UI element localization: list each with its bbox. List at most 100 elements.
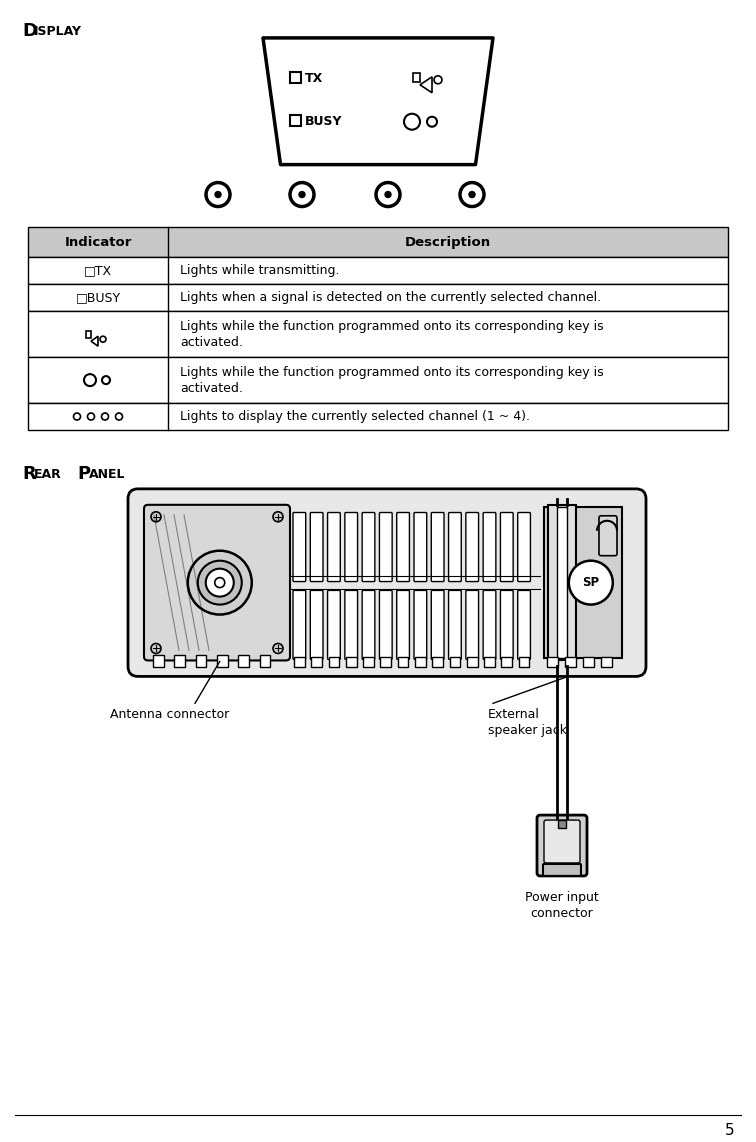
Bar bbox=[86, 331, 91, 338]
FancyBboxPatch shape bbox=[599, 516, 617, 556]
Text: TX: TX bbox=[305, 72, 324, 85]
Bar bbox=[544, 507, 622, 659]
Text: External: External bbox=[488, 708, 540, 722]
Bar bbox=[450, 658, 460, 667]
Bar bbox=[583, 658, 593, 667]
FancyBboxPatch shape bbox=[380, 513, 392, 581]
Circle shape bbox=[116, 413, 122, 420]
Bar bbox=[294, 658, 305, 667]
Circle shape bbox=[88, 413, 94, 420]
Bar bbox=[28, 403, 728, 431]
Bar bbox=[467, 658, 478, 667]
Text: Description: Description bbox=[405, 236, 491, 249]
Text: connector: connector bbox=[531, 907, 593, 919]
FancyBboxPatch shape bbox=[544, 820, 580, 863]
Polygon shape bbox=[91, 336, 98, 346]
FancyBboxPatch shape bbox=[518, 513, 531, 581]
FancyBboxPatch shape bbox=[414, 590, 426, 659]
Circle shape bbox=[101, 413, 109, 420]
Bar bbox=[363, 658, 374, 667]
Bar bbox=[547, 658, 558, 667]
Text: Power input: Power input bbox=[525, 891, 599, 904]
Text: Lights while the function programmed onto its corresponding key is
activated.: Lights while the function programmed ont… bbox=[180, 320, 603, 348]
Bar bbox=[484, 658, 495, 667]
Bar bbox=[519, 658, 529, 667]
Circle shape bbox=[299, 192, 305, 198]
Circle shape bbox=[376, 183, 400, 207]
Bar bbox=[175, 656, 185, 667]
FancyBboxPatch shape bbox=[466, 590, 479, 659]
FancyBboxPatch shape bbox=[518, 590, 531, 659]
Text: EAR: EAR bbox=[34, 468, 62, 481]
FancyBboxPatch shape bbox=[362, 590, 375, 659]
Text: P: P bbox=[77, 465, 90, 483]
FancyBboxPatch shape bbox=[397, 513, 410, 581]
Circle shape bbox=[73, 413, 80, 420]
Circle shape bbox=[206, 569, 234, 596]
Text: ISPLAY: ISPLAY bbox=[34, 25, 82, 38]
FancyBboxPatch shape bbox=[500, 590, 513, 659]
Polygon shape bbox=[420, 77, 432, 93]
FancyBboxPatch shape bbox=[543, 864, 581, 876]
FancyBboxPatch shape bbox=[448, 513, 461, 581]
Text: Indicator: Indicator bbox=[64, 236, 132, 249]
Text: D: D bbox=[22, 22, 37, 40]
Circle shape bbox=[198, 561, 242, 604]
FancyBboxPatch shape bbox=[327, 590, 340, 659]
FancyBboxPatch shape bbox=[483, 513, 496, 581]
Circle shape bbox=[215, 578, 225, 588]
Circle shape bbox=[187, 550, 252, 614]
Bar bbox=[28, 357, 728, 403]
Bar bbox=[398, 658, 408, 667]
Text: 5: 5 bbox=[724, 1124, 734, 1139]
FancyBboxPatch shape bbox=[128, 489, 646, 676]
Circle shape bbox=[273, 643, 283, 653]
Text: Antenna connector: Antenna connector bbox=[110, 708, 229, 722]
FancyBboxPatch shape bbox=[293, 590, 305, 659]
Bar bbox=[413, 73, 420, 82]
Bar bbox=[28, 257, 728, 284]
Polygon shape bbox=[263, 38, 493, 164]
Circle shape bbox=[569, 561, 613, 604]
Circle shape bbox=[151, 643, 161, 653]
FancyBboxPatch shape bbox=[144, 505, 290, 660]
Text: R: R bbox=[22, 465, 36, 483]
Circle shape bbox=[151, 512, 161, 522]
Circle shape bbox=[206, 183, 230, 207]
FancyBboxPatch shape bbox=[310, 590, 323, 659]
FancyBboxPatch shape bbox=[431, 513, 444, 581]
Circle shape bbox=[290, 183, 314, 207]
FancyBboxPatch shape bbox=[431, 590, 444, 659]
Circle shape bbox=[102, 376, 110, 384]
Bar bbox=[28, 227, 728, 257]
Bar bbox=[558, 820, 566, 828]
FancyBboxPatch shape bbox=[448, 590, 461, 659]
FancyBboxPatch shape bbox=[345, 513, 358, 581]
Text: ANEL: ANEL bbox=[89, 468, 125, 481]
Bar bbox=[432, 658, 443, 667]
Text: BUSY: BUSY bbox=[305, 114, 342, 128]
FancyBboxPatch shape bbox=[380, 590, 392, 659]
FancyBboxPatch shape bbox=[537, 815, 587, 876]
Bar bbox=[329, 658, 339, 667]
Bar bbox=[290, 114, 301, 126]
Circle shape bbox=[215, 192, 221, 198]
Circle shape bbox=[84, 375, 96, 386]
Circle shape bbox=[434, 75, 442, 83]
Text: speaker jack: speaker jack bbox=[488, 724, 567, 738]
Bar bbox=[415, 658, 426, 667]
Circle shape bbox=[273, 512, 283, 522]
FancyBboxPatch shape bbox=[500, 513, 513, 581]
Bar bbox=[217, 656, 228, 667]
Text: Lights while the function programmed onto its corresponding key is
activated.: Lights while the function programmed ont… bbox=[180, 365, 603, 395]
Bar bbox=[601, 658, 612, 667]
FancyBboxPatch shape bbox=[345, 590, 358, 659]
Circle shape bbox=[427, 116, 437, 127]
Bar bbox=[548, 505, 576, 660]
FancyBboxPatch shape bbox=[483, 590, 496, 659]
Text: □BUSY: □BUSY bbox=[76, 291, 120, 304]
Bar bbox=[28, 284, 728, 312]
FancyBboxPatch shape bbox=[310, 513, 323, 581]
Text: SP: SP bbox=[582, 576, 600, 589]
Circle shape bbox=[460, 183, 484, 207]
